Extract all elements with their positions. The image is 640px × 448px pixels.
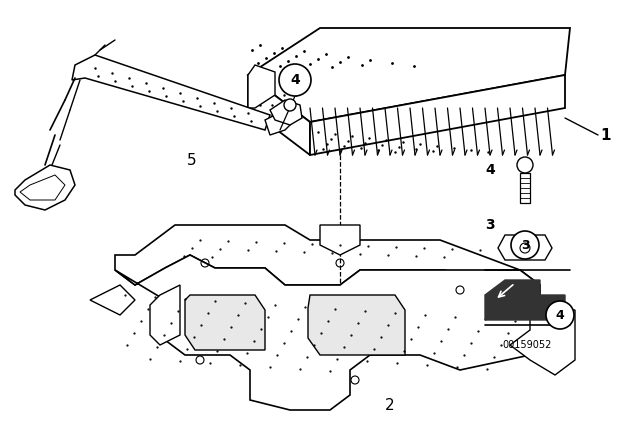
- Polygon shape: [265, 110, 295, 135]
- Polygon shape: [498, 235, 552, 260]
- Text: 00159052: 00159052: [502, 340, 552, 350]
- Polygon shape: [270, 100, 302, 125]
- Polygon shape: [115, 225, 540, 305]
- Polygon shape: [115, 255, 560, 410]
- Text: 1: 1: [600, 128, 611, 142]
- Circle shape: [284, 99, 296, 111]
- Polygon shape: [248, 28, 570, 122]
- Polygon shape: [248, 65, 275, 108]
- Text: 4: 4: [485, 163, 495, 177]
- Polygon shape: [185, 295, 265, 350]
- Text: 5: 5: [187, 152, 197, 168]
- Text: 4: 4: [556, 309, 564, 322]
- Circle shape: [279, 64, 311, 96]
- Polygon shape: [308, 295, 405, 355]
- Text: 2: 2: [385, 397, 395, 413]
- Text: 4: 4: [290, 73, 300, 87]
- Polygon shape: [90, 285, 135, 315]
- Text: 3: 3: [485, 218, 495, 232]
- Polygon shape: [72, 55, 270, 130]
- Polygon shape: [310, 75, 565, 155]
- Polygon shape: [320, 225, 360, 255]
- Polygon shape: [510, 295, 575, 375]
- Polygon shape: [485, 280, 565, 320]
- Circle shape: [511, 231, 539, 259]
- Polygon shape: [15, 165, 75, 210]
- Text: 3: 3: [521, 238, 529, 251]
- Polygon shape: [248, 75, 310, 155]
- Circle shape: [546, 301, 574, 329]
- Polygon shape: [150, 285, 180, 345]
